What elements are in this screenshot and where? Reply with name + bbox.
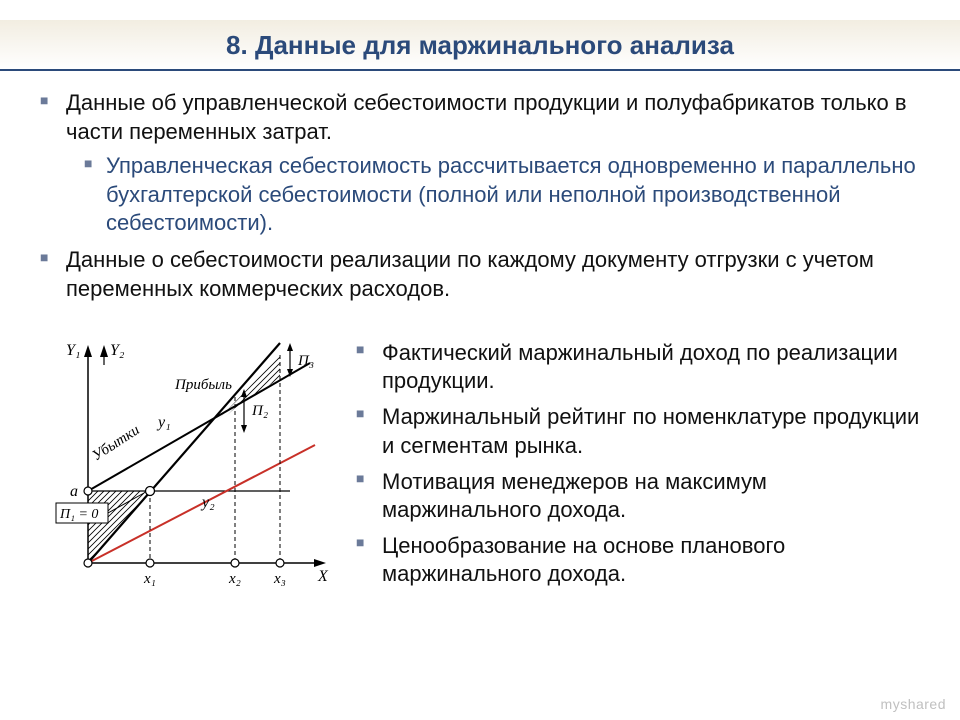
- pi2-arr-dn: [241, 425, 247, 433]
- bullet-text: Данные о себестоимости реализации по каж…: [66, 247, 874, 301]
- origin-circle: [84, 559, 92, 567]
- pi1-label: П₁ = 0: [59, 507, 98, 522]
- pi3-label: П₃: [297, 353, 314, 369]
- title-wrap: 8. Данные для маржинального анализа: [0, 20, 960, 71]
- x-axis-label: X: [317, 568, 329, 585]
- sub-list: Управленческая себестоимость рассчитывае…: [66, 152, 920, 238]
- slide-container: 8. Данные для маржинального анализа Данн…: [0, 0, 960, 720]
- slide-title: 8. Данные для маржинального анализа: [40, 30, 920, 61]
- bullet-item: Данные о себестоимости реализации по каж…: [40, 246, 920, 303]
- a-circle: [84, 487, 92, 495]
- watermark: myshared: [881, 696, 946, 712]
- bullet-text: Фактический маржинальный доход по реализ…: [382, 340, 898, 393]
- bullet-text: Ценообразование на основе планового марж…: [382, 533, 785, 586]
- bullet-text: Данные об управленческой себестоимости п…: [66, 90, 907, 144]
- a-label: a: [70, 483, 78, 500]
- chart-svg: Y₁ Y₂ X a Прибыль Убытки y₁ y₂ П₁ = 0 П₂…: [40, 333, 340, 603]
- sub-bullet-item: Управленческая себестоимость рассчитывае…: [66, 152, 920, 238]
- bullet-item: Фактический маржинальный доход по реализ…: [356, 339, 920, 395]
- bullet-item: Данные об управленческой себестоимости п…: [40, 89, 920, 238]
- pi2-label: П₂: [251, 403, 268, 419]
- x-axis-arrow: [314, 559, 326, 567]
- bullet-item: Ценообразование на основе планового марж…: [356, 532, 920, 588]
- x1-circle: [146, 559, 154, 567]
- loss-label: Убытки: [89, 422, 142, 464]
- breakeven-circle: [146, 487, 155, 496]
- bullet-item: Маржинальный рейтинг по номенклатуре про…: [356, 403, 920, 459]
- y2-label: y₂: [200, 494, 215, 511]
- x1-label: x₁: [143, 571, 156, 587]
- right-bullet-list: Фактический маржинальный доход по реализ…: [356, 339, 920, 596]
- bullet-text: Маржинальный рейтинг по номенклатуре про…: [382, 404, 919, 457]
- bullet-text: Мотивация менеджеров на максимум маржина…: [382, 469, 767, 522]
- y2-axis-label: Y₂: [110, 342, 125, 359]
- lower-row: Y₁ Y₂ X a Прибыль Убытки y₁ y₂ П₁ = 0 П₂…: [40, 333, 920, 603]
- steep-line: [88, 343, 280, 563]
- x2-label: x₂: [228, 571, 241, 587]
- pi3-arr-up: [287, 343, 293, 351]
- breakeven-chart: Y₁ Y₂ X a Прибыль Убытки y₁ y₂ П₁ = 0 П₂…: [40, 333, 340, 603]
- y1-axis-label: Y₁: [66, 342, 80, 359]
- x2-circle: [231, 559, 239, 567]
- y-axis-arrow: [84, 345, 92, 357]
- x3-label: x₃: [273, 571, 286, 587]
- sub-bullet-text: Управленческая себестоимость рассчитывае…: [106, 153, 916, 235]
- y1-label: y₁: [156, 414, 171, 431]
- top-bullet-list: Данные об управленческой себестоимости п…: [40, 89, 920, 311]
- x3-circle: [276, 559, 284, 567]
- bullet-item: Мотивация менеджеров на максимум маржина…: [356, 468, 920, 524]
- profit-label: Прибыль: [174, 377, 232, 393]
- y2-axis-arrow: [100, 345, 108, 357]
